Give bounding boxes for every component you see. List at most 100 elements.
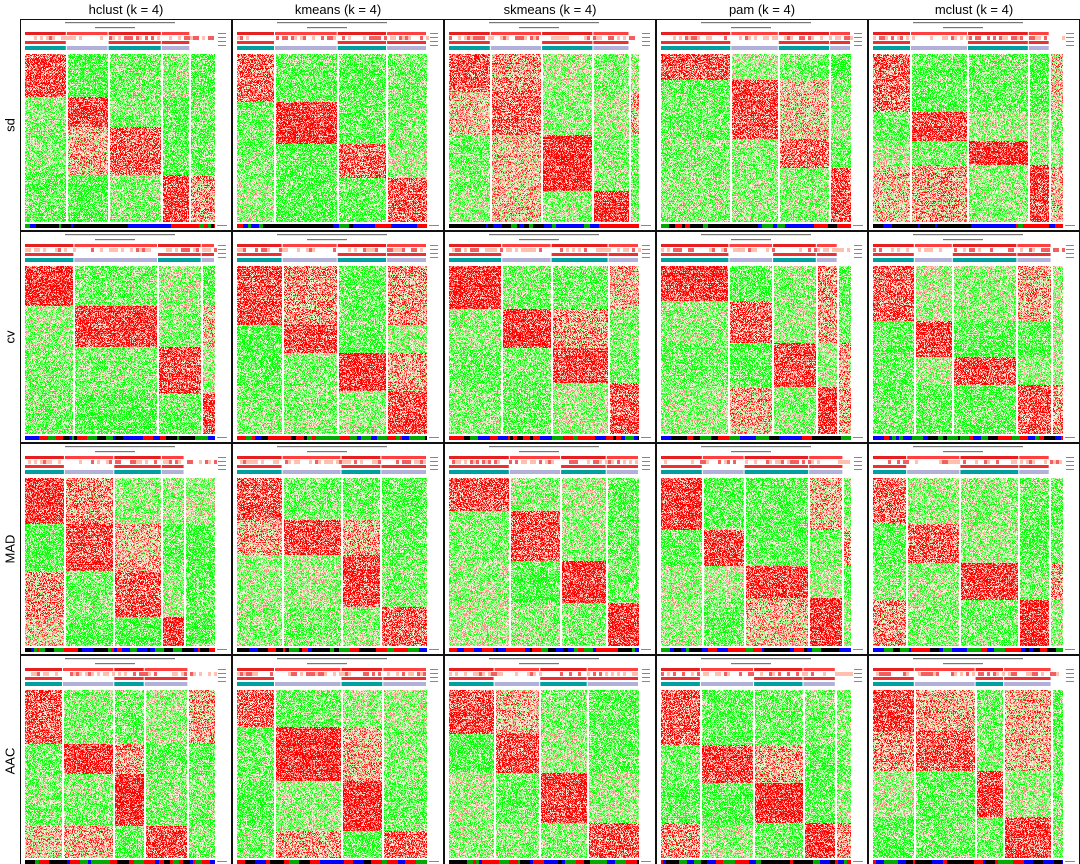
- group-bar: [930, 648, 939, 652]
- anno-bar-2: [34, 460, 37, 464]
- heatmap-matrix: [25, 54, 215, 222]
- legend-tick: [1066, 677, 1074, 678]
- group-bar: [913, 860, 915, 864]
- group-bar: [637, 224, 639, 228]
- anno-bar-2: [169, 36, 172, 40]
- class-bar: [873, 682, 914, 686]
- anno-bar-2: [993, 460, 996, 464]
- anno-bar-2: [829, 460, 832, 464]
- anno-bar-2: [473, 460, 476, 464]
- anno-bar-2: [79, 248, 82, 252]
- group-bar: [204, 860, 210, 864]
- anno-bar-2: [309, 248, 312, 252]
- anno-bar-2: [291, 460, 294, 464]
- anno-bar-2: [184, 248, 187, 252]
- panel-annotations: [237, 658, 439, 864]
- legend-tick: [218, 469, 226, 470]
- group-bar: [578, 224, 584, 228]
- anno-bar-2: [485, 36, 488, 40]
- anno-bar-2: [399, 460, 402, 464]
- anno-bar-2: [363, 36, 366, 40]
- anno-bar-2: [1020, 672, 1023, 676]
- anno-bar-3: [608, 253, 638, 256]
- anno-bar-1: [144, 668, 188, 671]
- group-bar: [735, 224, 737, 228]
- anno-bar-2: [584, 460, 587, 464]
- anno-bar-2: [390, 248, 393, 252]
- anno-bar-2: [575, 460, 578, 464]
- anno-bar-1: [509, 456, 561, 459]
- anno-bar-2: [960, 248, 963, 252]
- anno-bar-2: [255, 460, 258, 464]
- anno-bar-2: [393, 36, 396, 40]
- anno-bar-2: [399, 248, 402, 252]
- anno-bar-2: [611, 36, 614, 40]
- anno-bar-2: [954, 248, 957, 252]
- anno-bar-2: [942, 460, 945, 464]
- anno-bar-2: [966, 248, 969, 252]
- anno-bar-2: [524, 248, 527, 252]
- anno-bar-2: [267, 36, 270, 40]
- anno-bar-2: [411, 460, 414, 464]
- anno-bar-2: [408, 248, 411, 252]
- anno-bar-2: [536, 672, 539, 676]
- group-bar: [63, 436, 69, 440]
- group-bar: [802, 436, 812, 440]
- anno-bar-2: [847, 460, 850, 464]
- group-bar: [540, 436, 544, 440]
- legend-tick: [854, 673, 862, 674]
- anno-bar-2: [873, 460, 876, 464]
- anno-bar-2: [688, 460, 691, 464]
- group-bar: [130, 648, 137, 652]
- anno-bar-2: [285, 36, 288, 40]
- anno-bar-2: [1008, 36, 1011, 40]
- group-bar: [88, 860, 91, 864]
- anno-bar-2: [599, 36, 602, 40]
- group-bar: [1024, 860, 1029, 864]
- group-bar: [514, 648, 525, 652]
- anno-bar-2: [832, 36, 835, 40]
- anno-bar-2: [832, 672, 835, 676]
- anno-bar-2: [420, 460, 423, 464]
- group-bar: [303, 224, 310, 228]
- anno-bar-2: [503, 460, 506, 464]
- anno-bar-2: [37, 672, 40, 676]
- anno-bar-2: [945, 36, 948, 40]
- anno-bar-2: [733, 248, 736, 252]
- legend-tick: [1066, 249, 1074, 250]
- legend-tick: [218, 41, 226, 42]
- anno-bar-2: [381, 248, 384, 252]
- anno-bar-2: [354, 460, 357, 464]
- legend-tick: [218, 257, 226, 258]
- anno-bar-2: [584, 36, 587, 40]
- anno-bar-2: [763, 36, 766, 40]
- heatmap-panel-MAD-mclust: [868, 443, 1080, 655]
- group-bar: [751, 436, 756, 440]
- class-bar: [729, 258, 773, 262]
- group-bar: [558, 860, 562, 864]
- anno-bar-2: [760, 248, 763, 252]
- group-bar: [310, 860, 320, 864]
- anno-bar-2: [826, 36, 829, 40]
- anno-bar-2: [596, 36, 599, 40]
- panel-annotations: [237, 22, 439, 228]
- anno-bar-2: [357, 36, 360, 40]
- group-bar: [400, 436, 402, 440]
- class-bar: [66, 46, 108, 50]
- anno-bar-2: [766, 36, 769, 40]
- anno-bar-2: [291, 248, 294, 252]
- anno-bar-2: [981, 248, 984, 252]
- anno-bar-2: [399, 672, 402, 676]
- group-bar: [708, 648, 717, 652]
- anno-bar-2: [939, 36, 942, 40]
- anno-bar-2: [754, 460, 757, 464]
- anno-bar-2: [1014, 672, 1017, 676]
- anno-bar-2: [112, 460, 115, 464]
- anno-bar-2: [88, 672, 91, 676]
- anno-bar-2: [948, 36, 951, 40]
- group-bar: [1035, 436, 1039, 440]
- anno-bar-2: [894, 36, 897, 40]
- anno-bar-2: [34, 248, 37, 252]
- anno-bar-2: [778, 460, 781, 464]
- anno-bar-2: [261, 460, 264, 464]
